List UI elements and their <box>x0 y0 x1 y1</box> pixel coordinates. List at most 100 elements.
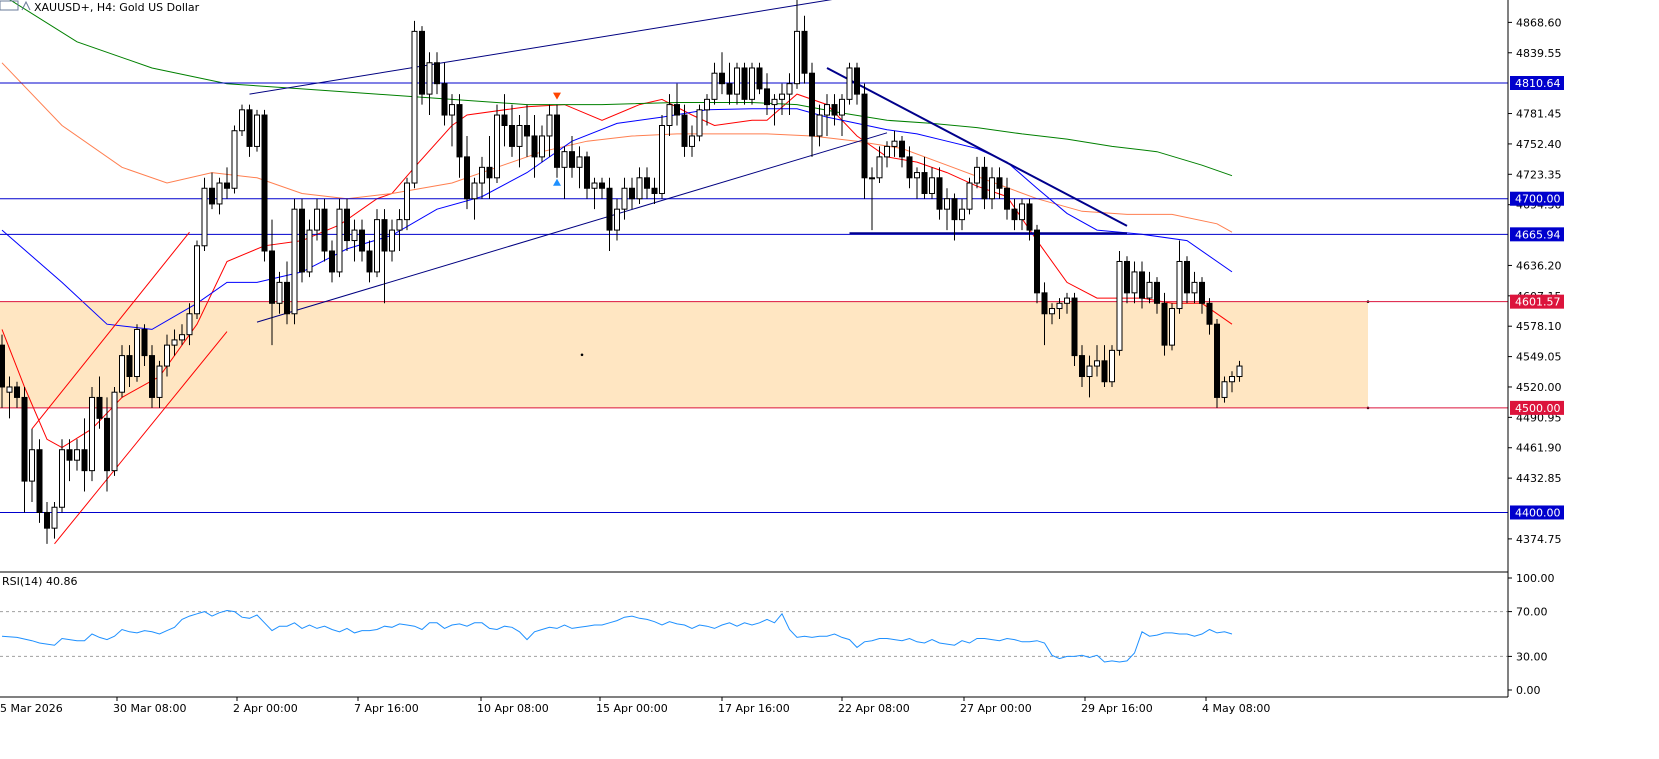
candle-body <box>126 355 133 378</box>
candle <box>479 156 485 199</box>
candle-body <box>734 67 740 95</box>
date-tick-label: 29 Apr 16:00 <box>1081 702 1153 715</box>
candle <box>14 381 20 408</box>
rsi-title: RSI(14) 40.86 <box>2 575 77 588</box>
candle-body <box>929 177 935 194</box>
candle <box>854 62 860 105</box>
candle <box>404 177 410 231</box>
candle-body <box>426 62 433 95</box>
candle <box>1011 198 1018 231</box>
candle <box>1154 277 1160 314</box>
candle-body <box>164 344 170 367</box>
candle-body <box>1124 260 1130 294</box>
marker-layer <box>553 92 561 186</box>
candle <box>951 193 958 241</box>
candle <box>186 303 193 346</box>
candle-body <box>651 187 658 194</box>
zone-layer <box>0 300 1370 410</box>
candle <box>906 146 913 189</box>
candle-body <box>539 135 545 158</box>
candle-body <box>216 182 223 205</box>
candle <box>846 62 853 105</box>
candle <box>1124 256 1130 304</box>
candle-body <box>1056 302 1063 310</box>
candle <box>884 141 890 168</box>
candle-body <box>471 182 478 200</box>
candle-body <box>764 88 770 106</box>
candle-body <box>306 229 313 273</box>
candle <box>351 219 358 262</box>
title-layer: XAUUSD+, H4: Gold US Dollar RSI(14) 40.8… <box>2 1 200 588</box>
level-badge <box>1510 191 1564 206</box>
candle-body <box>974 166 980 184</box>
candle <box>1191 271 1198 304</box>
candle <box>584 151 590 199</box>
candle <box>989 167 995 210</box>
candle <box>209 172 215 210</box>
candle-body <box>989 177 995 200</box>
candle <box>81 418 88 492</box>
price-tick-label: 4374.75 <box>1516 533 1562 546</box>
candle <box>606 177 613 252</box>
candle-body <box>1214 323 1220 398</box>
candle-body <box>1071 297 1078 357</box>
candle-body <box>89 396 95 472</box>
candle-body <box>681 114 688 147</box>
rsi-layer <box>0 609 1508 663</box>
date-tick-label: 15 Apr 00:00 <box>596 702 668 715</box>
candle-body <box>936 177 943 210</box>
candle <box>89 386 95 482</box>
candle <box>1064 292 1070 314</box>
candle-body <box>209 187 215 205</box>
candle-body <box>284 281 290 315</box>
candle-body <box>419 30 425 95</box>
candle-body <box>1116 260 1123 351</box>
candle <box>0 334 5 408</box>
candle-body <box>44 511 50 529</box>
candle <box>104 397 110 492</box>
candle <box>996 167 1003 199</box>
candle <box>786 73 793 116</box>
candle <box>771 94 778 126</box>
candle <box>486 135 493 199</box>
candle <box>831 94 838 126</box>
candle-body <box>1139 271 1145 299</box>
candle-body <box>801 30 808 74</box>
candle-body <box>914 172 920 179</box>
candle <box>36 439 43 523</box>
candle-body <box>404 182 410 221</box>
candle <box>434 52 440 95</box>
candle <box>44 502 50 544</box>
candle <box>239 104 245 136</box>
candle <box>524 104 530 157</box>
candle-body <box>996 177 1003 189</box>
candle-body <box>749 67 755 100</box>
candle <box>539 125 545 163</box>
candle <box>704 94 710 126</box>
date-tick-label: 7 Apr 16:00 <box>354 702 419 715</box>
candle-body <box>756 67 763 90</box>
candle-body <box>569 151 575 168</box>
candle-body <box>636 177 643 200</box>
candle <box>569 135 575 178</box>
candle <box>1214 318 1220 408</box>
candle <box>839 94 845 136</box>
candle-body <box>546 114 553 137</box>
candle <box>1071 292 1078 367</box>
chart-title: XAUUSD+, H4: Gold US Dollar <box>34 1 200 14</box>
axis-layer: 4868.604839.554781.454752.404723.354694.… <box>0 0 1564 715</box>
date-tick-label: 27 Apr 00:00 <box>960 702 1032 715</box>
candle-body <box>381 219 388 252</box>
candle <box>929 167 935 199</box>
candle-body <box>231 130 238 189</box>
candle-body <box>1079 355 1085 378</box>
rsi-tick-label: 0.00 <box>1516 684 1541 697</box>
price-tick-label: 4578.10 <box>1516 320 1562 333</box>
candle <box>554 104 560 178</box>
candle <box>576 146 583 189</box>
price-tick-label: 4781.45 <box>1516 108 1562 121</box>
level-badge <box>1510 76 1564 91</box>
candle-body <box>239 109 245 132</box>
